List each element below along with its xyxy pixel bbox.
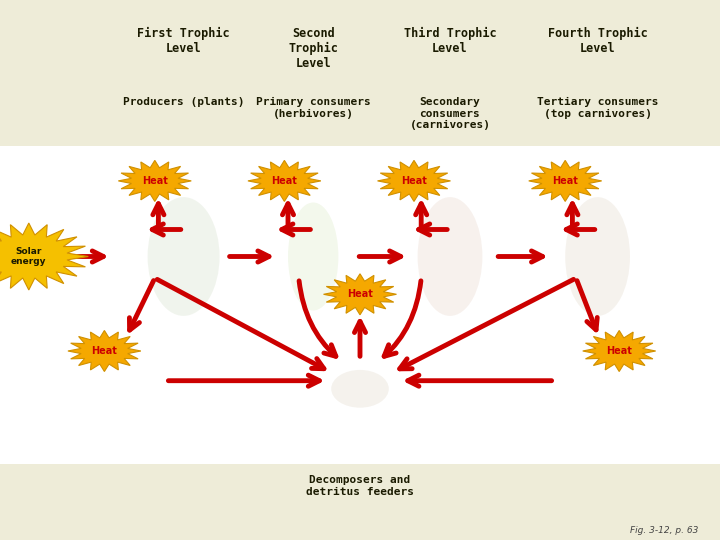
Text: Heat: Heat xyxy=(401,176,427,186)
Text: Third Trophic
Level: Third Trophic Level xyxy=(404,27,496,55)
Ellipse shape xyxy=(418,197,482,316)
Text: Heat: Heat xyxy=(271,176,297,186)
Text: Heat: Heat xyxy=(91,346,117,356)
Text: Primary consumers
(herbivores): Primary consumers (herbivores) xyxy=(256,97,371,119)
Text: Secondary
consumers
(carnivores): Secondary consumers (carnivores) xyxy=(410,97,490,131)
Polygon shape xyxy=(582,330,656,372)
Text: Heat: Heat xyxy=(606,346,632,356)
Text: Heat: Heat xyxy=(552,176,578,186)
Polygon shape xyxy=(377,160,451,201)
FancyBboxPatch shape xyxy=(0,146,720,464)
Text: First Trophic
Level: First Trophic Level xyxy=(138,27,230,55)
Text: Decomposers and
detritus feeders: Decomposers and detritus feeders xyxy=(306,475,414,497)
Ellipse shape xyxy=(331,370,389,408)
Text: Tertiary consumers
(top carnivores): Tertiary consumers (top carnivores) xyxy=(537,97,658,119)
Text: Fourth Trophic
Level: Fourth Trophic Level xyxy=(548,27,647,55)
Text: Heat: Heat xyxy=(347,289,373,299)
Ellipse shape xyxy=(288,202,338,310)
Polygon shape xyxy=(323,274,397,315)
Text: Second
Trophic
Level: Second Trophic Level xyxy=(288,27,338,70)
Text: Solar
energy: Solar energy xyxy=(11,247,47,266)
Ellipse shape xyxy=(565,197,630,316)
Ellipse shape xyxy=(148,197,220,316)
Text: Fig. 3-12, p. 63: Fig. 3-12, p. 63 xyxy=(630,525,698,535)
Text: Producers (plants): Producers (plants) xyxy=(123,97,244,107)
FancyBboxPatch shape xyxy=(0,0,720,146)
Text: Heat: Heat xyxy=(142,176,168,186)
Polygon shape xyxy=(528,160,602,201)
Polygon shape xyxy=(0,223,89,290)
Polygon shape xyxy=(68,330,141,372)
Polygon shape xyxy=(118,160,192,201)
Polygon shape xyxy=(248,160,321,201)
